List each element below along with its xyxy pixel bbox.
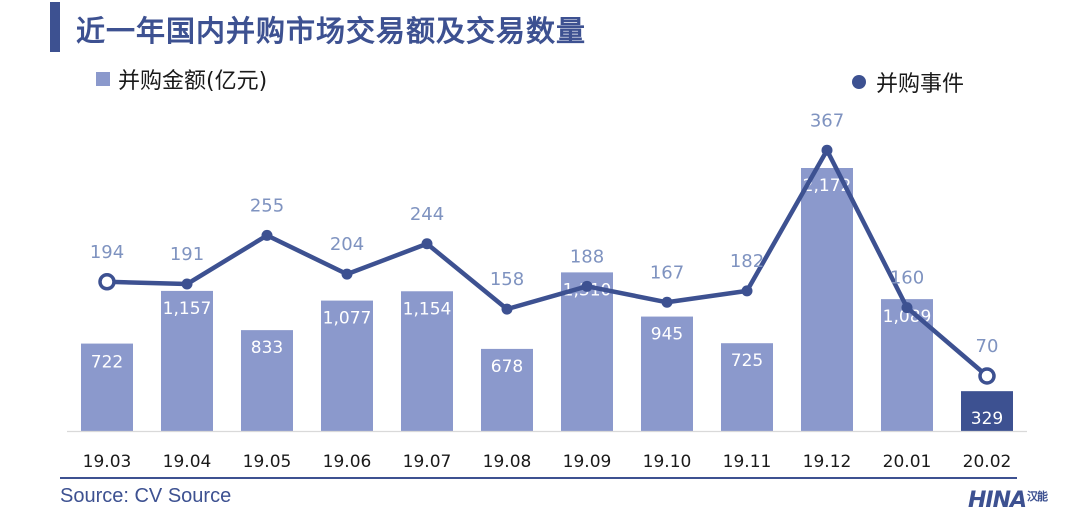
bar-19.07	[401, 291, 453, 431]
legend-line: 并购事件	[852, 66, 964, 98]
x-tick-label-19.11: 19.11	[723, 452, 772, 472]
bar-value-label-19.08: 678	[491, 357, 523, 377]
event-value-label-19.04: 191	[170, 244, 204, 265]
event-point-19.08	[501, 303, 513, 315]
event-value-label-19.10: 167	[650, 262, 684, 283]
source-note: Source: CV Source	[60, 485, 232, 507]
event-value-label-19.11: 182	[730, 251, 764, 272]
event-point-19.07	[421, 238, 433, 250]
event-point-19.05	[261, 229, 273, 241]
x-tick-label-20.02: 20.02	[963, 452, 1012, 472]
event-point-19.04	[181, 278, 193, 290]
bar-19.11	[721, 343, 773, 431]
legend-bar-label: 并购金额(亿元)	[118, 69, 268, 94]
event-point-19.10	[661, 296, 673, 308]
bar-value-label-19.12: 2,172	[803, 176, 852, 196]
event-point-19.03	[98, 273, 116, 291]
logo-mark: 汉能	[1027, 490, 1048, 503]
bar-19.05	[241, 330, 293, 431]
logo: HINA汉能	[968, 488, 1048, 513]
legend-bar-swatch	[96, 72, 110, 86]
event-value-label-19.08: 158	[490, 269, 524, 290]
title-accent-bar	[50, 2, 60, 52]
bar-value-label-20.01: 1,089	[883, 307, 932, 327]
chart-title: 近一年国内并购市场交易额及交易数量	[76, 14, 587, 48]
bar-value-label-19.11: 725	[731, 351, 763, 371]
x-tick-label-19.10: 19.10	[643, 452, 692, 472]
bar-19.04	[161, 290, 213, 431]
bar-19.03	[81, 343, 133, 431]
x-tick-label-19.12: 19.12	[803, 452, 852, 472]
event-value-label-20.02: 70	[976, 336, 999, 357]
event-line	[106, 148, 989, 378]
bar-value-label-19.10: 945	[651, 325, 683, 345]
bar-19.06	[321, 300, 373, 431]
x-tick-label-19.05: 19.05	[243, 452, 292, 472]
bar-value-label-20.02: 329	[971, 409, 1003, 429]
legend-line-swatch	[852, 75, 866, 89]
event-value-label-20.01: 160	[890, 268, 924, 289]
bar-19.08	[481, 348, 533, 431]
event-value-label-19.09: 188	[570, 246, 604, 267]
bar-19.12	[801, 168, 853, 431]
x-tick-label-20.01: 20.01	[883, 452, 932, 472]
bar-value-label-19.07: 1,154	[403, 299, 452, 319]
x-tick-label-19.07: 19.07	[403, 452, 452, 472]
bar-20.02	[961, 391, 1013, 431]
x-tick-label-19.03: 19.03	[83, 452, 132, 472]
x-tick-label-19.04: 19.04	[163, 452, 212, 472]
x-tick-label-19.08: 19.08	[483, 452, 532, 472]
event-point-19.12	[821, 144, 833, 156]
bar-value-label-19.04: 1,157	[163, 299, 212, 319]
event-point-20.01	[901, 302, 913, 314]
event-value-label-19.12: 367	[810, 110, 844, 131]
x-tick-label-19.06: 19.06	[323, 452, 372, 472]
event-point-19.09	[581, 280, 593, 292]
bar-value-label-19.03: 722	[91, 353, 123, 373]
event-value-label-19.07: 244	[410, 204, 444, 225]
logo-text: HINA	[968, 488, 1027, 513]
event-point-20.02	[978, 367, 996, 385]
event-point-19.11	[741, 285, 753, 297]
event-value-label-19.06: 204	[330, 234, 364, 255]
event-value-label-19.05: 255	[250, 195, 284, 216]
legend-bar: 并购金额(亿元)	[96, 63, 267, 95]
bar-19.10	[641, 316, 693, 431]
event-value-label-19.03: 194	[90, 242, 124, 263]
x-tick-label-19.09: 19.09	[563, 452, 612, 472]
bar-19.09	[561, 272, 613, 431]
bar-value-label-19.06: 1,077	[323, 309, 372, 329]
legend-line-label: 并购事件	[876, 72, 965, 97]
bar-value-label-19.05: 833	[251, 338, 283, 358]
event-point-19.06	[341, 268, 353, 280]
